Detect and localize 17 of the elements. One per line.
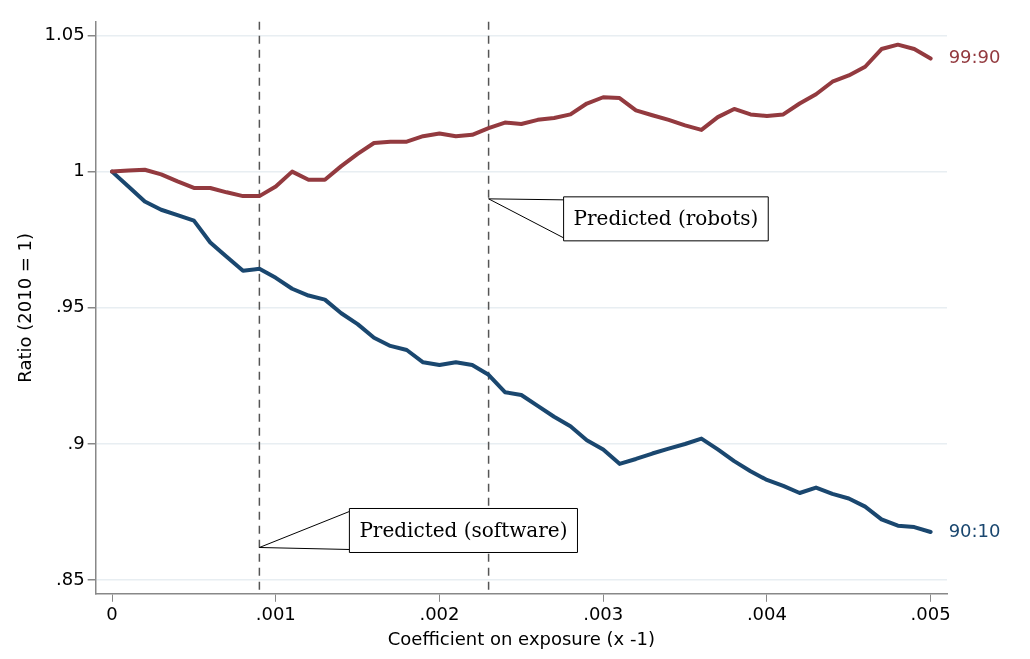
x-tick-label: .001 bbox=[255, 603, 296, 625]
y-axis-title: Ratio (2010 = 1) bbox=[14, 232, 36, 383]
y-tick-label: 1.05 bbox=[44, 23, 85, 45]
y-tick-label: 1 bbox=[73, 159, 85, 181]
annotation: Predicted (robots) bbox=[573, 206, 759, 231]
x-tick-label: .003 bbox=[583, 603, 624, 625]
x-tick-label: 0 bbox=[106, 603, 118, 625]
y-tick-label: .95 bbox=[56, 295, 85, 317]
x-tick-label: .005 bbox=[910, 603, 951, 625]
x-tick-label: .002 bbox=[419, 603, 460, 625]
series-label: 90:10 bbox=[948, 519, 1001, 541]
x-tick-label: .004 bbox=[746, 603, 787, 625]
x-axis-title: Coefficient on exposure (x -1) bbox=[387, 627, 655, 649]
series-label: 99:90 bbox=[948, 46, 1001, 68]
y-tick-label: .9 bbox=[67, 431, 85, 453]
annotation: Predicted (software) bbox=[359, 517, 568, 542]
y-tick-label: .85 bbox=[56, 567, 85, 589]
